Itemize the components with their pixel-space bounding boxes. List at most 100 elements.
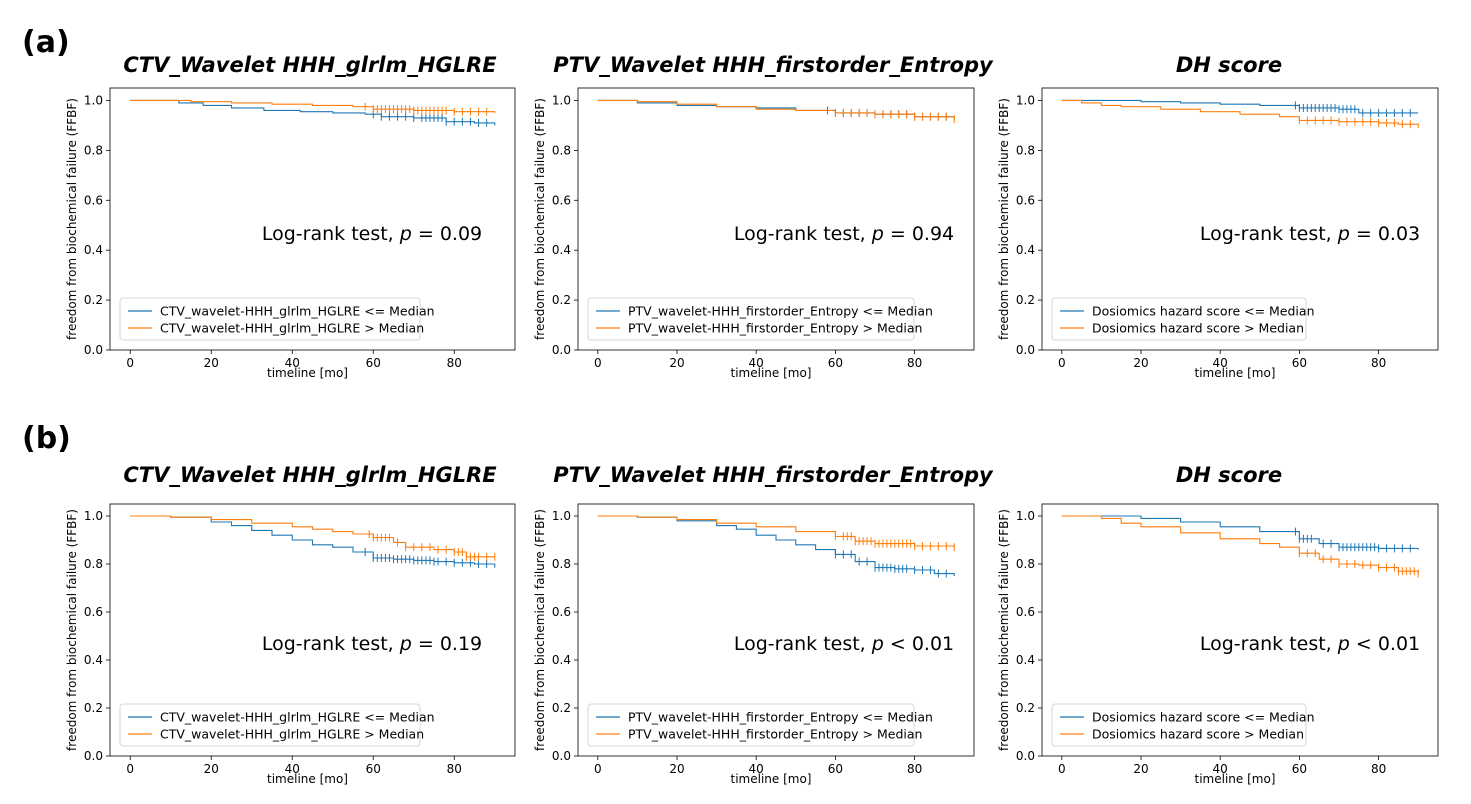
y-tick-label: 0.4 <box>552 653 571 667</box>
y-tick-label: 0.0 <box>552 749 571 763</box>
y-axis-label: freedom from biochemical failure (FFBF) <box>533 509 547 751</box>
annotation-value: = 0.94 <box>884 223 954 245</box>
y-tick-label: 0.8 <box>1016 143 1035 157</box>
annotation-value: = 0.03 <box>1350 223 1420 245</box>
plot-frame <box>577 503 975 757</box>
series-line-0 <box>1061 99 1419 114</box>
x-tick-label: 80 <box>907 762 922 776</box>
y-tick-label: 0.8 <box>552 143 571 157</box>
y-tick-label: 0.4 <box>552 243 571 257</box>
x-tick-label: 20 <box>204 762 219 776</box>
annotation-prefix: Log-rank test, <box>262 633 400 655</box>
y-tick-label: 1.0 <box>552 509 571 523</box>
series-line-1 <box>130 515 495 558</box>
legend: Dosiomics hazard score <= Median Dosiomic… <box>1051 703 1315 747</box>
chart-3: CTV_Wavelet HHH_glrlm_HGLRE 0 20 40 60 80 0.0 0… <box>65 463 516 786</box>
annotation-p: p <box>399 223 412 245</box>
x-axis-label: timeline [mo] <box>1195 366 1276 380</box>
plot-frame <box>1041 503 1439 757</box>
x-tick-label: 0 <box>1058 356 1066 370</box>
y-tick-label: 0.0 <box>84 749 103 763</box>
legend-entry-1: Dosiomics hazard score > Median <box>1092 727 1304 742</box>
x-tick-label: 60 <box>366 356 381 370</box>
y-tick-label: 0.6 <box>84 193 103 207</box>
y-tick-label: 0.8 <box>84 557 103 571</box>
x-tick-label: 0 <box>126 356 134 370</box>
series-line-0 <box>597 99 955 120</box>
annotation-prefix: Log-rank test, <box>1200 633 1338 655</box>
chart-title: DH score <box>1176 463 1282 487</box>
legend-entry-0: PTV_wavelet-HHH_firstorder_Entropy <= Me… <box>628 710 933 725</box>
x-tick-label: 20 <box>1133 356 1148 370</box>
annotation-prefix: Log-rank test, <box>262 223 400 245</box>
y-tick-label: 0.4 <box>84 653 103 667</box>
annotation-value: = 0.09 <box>412 223 482 245</box>
x-tick-label: 20 <box>669 356 684 370</box>
series-line-0 <box>130 515 496 568</box>
plot-frame <box>1041 87 1439 351</box>
chart-2: DH score 0 20 40 60 80 0.0 0.2 0.4 0.6 0.8 1.0 timel… <box>997 53 1439 380</box>
row-label-b: (b) <box>22 421 71 456</box>
chart-title: DH score <box>1176 53 1282 77</box>
y-tick-label: 0.2 <box>552 701 571 715</box>
y-tick-label: 0.8 <box>552 557 571 571</box>
y-tick-label: 0.6 <box>552 605 571 619</box>
y-tick-label: 0.8 <box>84 143 103 157</box>
y-tick-label: 1.0 <box>84 509 103 523</box>
legend-box <box>587 297 915 341</box>
annotation-prefix: Log-rank test, <box>1200 223 1338 245</box>
x-tick-label: 80 <box>1371 356 1386 370</box>
y-tick-label: 0.8 <box>1016 557 1035 571</box>
chart-title: PTV_Wavelet HHH_firstorder_Entropy <box>553 53 994 77</box>
legend-entry-0: PTV_wavelet-HHH_firstorder_Entropy <= Me… <box>628 304 933 319</box>
series-line-0 <box>597 515 955 576</box>
logrank-annotation: Log-rank test, p < 0.01 <box>734 633 954 655</box>
x-tick-label: 0 <box>126 762 134 776</box>
chart-4: PTV_Wavelet HHH_firstorder_Entropy 0 20 40 6… <box>533 463 994 786</box>
y-tick-label: 0.6 <box>552 193 571 207</box>
legend-entry-1: Dosiomics hazard score > Median <box>1092 321 1304 336</box>
y-tick-label: 0.0 <box>84 343 103 357</box>
x-axis-label: timeline [mo] <box>267 772 348 786</box>
y-tick-label: 1.0 <box>552 93 571 107</box>
y-tick-label: 0.0 <box>1016 749 1035 763</box>
y-tick-label: 0.2 <box>1016 701 1035 715</box>
series-line-0 <box>1061 515 1419 550</box>
legend-box <box>1051 297 1307 341</box>
x-tick-label: 80 <box>907 356 922 370</box>
y-axis-label: freedom from biochemical failure (FFBF) <box>533 98 547 340</box>
logrank-annotation: Log-rank test, p = 0.19 <box>262 633 482 655</box>
logrank-annotation: Log-rank test, p = 0.09 <box>262 223 482 245</box>
legend-entry-0: Dosiomics hazard score <= Median <box>1092 304 1315 319</box>
y-tick-label: 0.0 <box>552 343 571 357</box>
series-line-1 <box>130 99 496 113</box>
legend: Dosiomics hazard score <= Median Dosiomic… <box>1051 297 1315 341</box>
legend-box <box>587 703 915 747</box>
legend-box <box>119 297 421 341</box>
y-tick-label: 0.2 <box>552 293 571 307</box>
x-tick-label: 80 <box>447 356 462 370</box>
logrank-annotation: Log-rank test, p = 0.03 <box>1200 223 1420 245</box>
annotation-prefix: Log-rank test, <box>734 223 872 245</box>
legend-entry-0: CTV_wavelet-HHH_glrlm_HGLRE <= Median <box>160 304 435 319</box>
x-tick-label: 0 <box>594 762 602 776</box>
y-tick-label: 0.2 <box>1016 293 1035 307</box>
y-tick-label: 0.6 <box>1016 193 1035 207</box>
x-tick-label: 0 <box>1058 762 1066 776</box>
legend-entry-1: CTV_wavelet-HHH_glrlm_HGLRE > Median <box>160 727 424 742</box>
legend: CTV_wavelet-HHH_glrlm_HGLRE <= Median CTV… <box>119 703 435 747</box>
y-axis-label: freedom from biochemical failure (FFBF) <box>65 98 79 340</box>
chart-1: PTV_Wavelet HHH_firstorder_Entropy 0 20 40 6… <box>533 53 994 380</box>
series-line-1 <box>597 515 955 548</box>
y-tick-label: 0.0 <box>1016 343 1035 357</box>
x-tick-label: 60 <box>828 762 843 776</box>
x-tick-label: 60 <box>1292 762 1307 776</box>
legend: CTV_wavelet-HHH_glrlm_HGLRE <= Median CTV… <box>119 297 435 341</box>
x-tick-label: 80 <box>447 762 462 776</box>
x-tick-label: 20 <box>1133 762 1148 776</box>
annotation-p: p <box>399 633 412 655</box>
annotation-p: p <box>871 633 884 655</box>
y-tick-label: 0.4 <box>1016 653 1035 667</box>
plot-frame <box>109 87 516 351</box>
y-tick-label: 0.6 <box>84 605 103 619</box>
